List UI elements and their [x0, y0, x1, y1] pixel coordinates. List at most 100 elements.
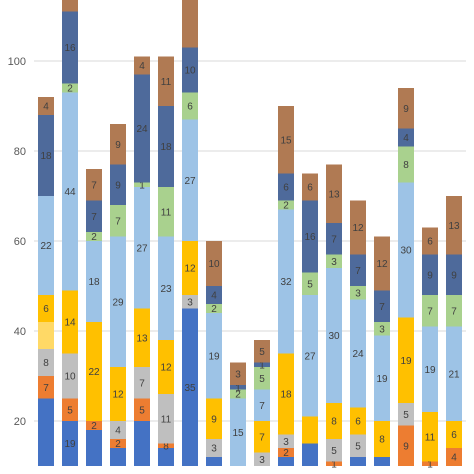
bar-segment [230, 389, 246, 399]
bar-segment [86, 322, 102, 421]
segment-data-label: 6 [427, 237, 433, 248]
segment-data-label: 2 [283, 201, 289, 212]
bar-segment [158, 394, 174, 444]
bar-segment [278, 173, 294, 201]
segment-data-label: 7 [427, 306, 433, 317]
segment-data-label: 8 [163, 441, 169, 452]
segment-data-label: 2 [91, 232, 97, 243]
bar-segment [422, 254, 438, 295]
segment-data-label: 16 [304, 232, 316, 243]
segment-data-label: 11 [161, 77, 172, 88]
y-tick-label: 20 [14, 416, 26, 428]
segment-data-label: 19 [424, 365, 436, 376]
bar-segment [446, 326, 462, 421]
bar-segment [134, 187, 150, 309]
bar-segment [182, 47, 198, 93]
bar-segment [326, 439, 342, 462]
segment-data-label: 22 [88, 367, 100, 378]
bar-segment [374, 457, 390, 466]
bar-segment [38, 398, 54, 466]
bar-segment [326, 461, 342, 466]
bar-segment [374, 290, 390, 322]
bar-stack: 8 19 3 7 12 [374, 236, 390, 466]
bar-segment [398, 425, 414, 466]
bar-segment [398, 88, 414, 129]
segment-data-label: 6 [283, 183, 289, 194]
segment-data-label: 27 [184, 176, 196, 187]
bar-segment [302, 173, 318, 201]
segment-data-label: 11 [161, 414, 172, 425]
segment-data-label: 5 [355, 441, 361, 452]
bar-segment [326, 268, 342, 403]
bar-segment [86, 200, 102, 232]
bar-stacks: 7862218419510144421622218277241229799571… [38, 0, 462, 470]
segment-data-label: 5 [403, 410, 409, 421]
bar-stack: 3 9 19 2 4 10 [206, 241, 222, 466]
bar-segment [302, 200, 318, 273]
bar-segment [446, 295, 462, 327]
segment-data-label: 32 [280, 277, 292, 288]
bar-segment [278, 106, 294, 174]
segment-data-label: 6 [355, 417, 361, 428]
bar-segment [350, 434, 366, 457]
segment-data-label: 9 [115, 180, 121, 191]
segment-data-label: 6 [43, 304, 49, 315]
segment-data-label: 5 [259, 374, 265, 385]
segment-data-label: 7 [259, 432, 265, 443]
segment-data-label: 3 [283, 437, 289, 448]
segment-data-label: 9 [211, 414, 217, 425]
bar-stack: 4 6 21 7 9 13 [446, 196, 462, 466]
segment-data-label: 8 [43, 358, 49, 369]
segment-data-label: 14 [64, 318, 76, 329]
segment-data-label: 8 [403, 160, 409, 171]
segment-data-label: 27 [304, 351, 316, 362]
bar-segment [38, 115, 54, 196]
bar-segment [38, 295, 54, 322]
segment-data-label: 15 [280, 135, 292, 146]
bar-segment [446, 254, 462, 295]
bar-segment [62, 353, 78, 399]
segment-data-label: 4 [403, 133, 409, 144]
bar-stack: 19 5 10 14 44 2 16 [62, 0, 78, 466]
segment-data-label: 12 [352, 223, 364, 234]
y-tick-label: 80 [14, 146, 26, 158]
bar-segment [134, 421, 150, 466]
bar-segment [398, 146, 414, 183]
segment-data-label: 24 [352, 349, 364, 360]
bar-segment [134, 74, 150, 183]
segment-data-label: 5 [331, 446, 337, 457]
segment-data-label: 3 [355, 288, 361, 299]
bar-segment [134, 182, 150, 187]
bar-segment [254, 362, 270, 367]
bar-segment [326, 403, 342, 439]
bar-stack: 3 7 7 5 1 5 [254, 340, 270, 466]
segment-data-label: 4 [211, 291, 217, 302]
segment-data-label: 19 [376, 374, 388, 385]
bar-segment [350, 200, 366, 255]
segment-data-label: 1 [331, 459, 337, 470]
bar-segment [158, 187, 174, 237]
bar-segment [398, 182, 414, 318]
bar-segment [350, 254, 366, 286]
segment-data-label: 19 [208, 351, 220, 362]
segment-data-label: 7 [259, 401, 265, 412]
segment-data-label: 11 [161, 207, 172, 218]
bar-segment [182, 241, 198, 295]
segment-data-label: 7 [331, 234, 337, 245]
bar-segment [110, 236, 126, 367]
bar-segment [86, 232, 102, 241]
bar-segment [182, 92, 198, 120]
segment-data-label: 19 [400, 356, 412, 367]
segment-data-label: 18 [280, 390, 292, 401]
segment-data-label: 6 [451, 430, 457, 441]
segment-data-label: 2 [235, 390, 241, 401]
bar-segment [446, 196, 462, 255]
segment-data-label: 10 [64, 372, 76, 383]
bar-segment [158, 340, 174, 394]
segment-data-label: 11 [425, 432, 436, 443]
bar-segment [374, 335, 390, 421]
